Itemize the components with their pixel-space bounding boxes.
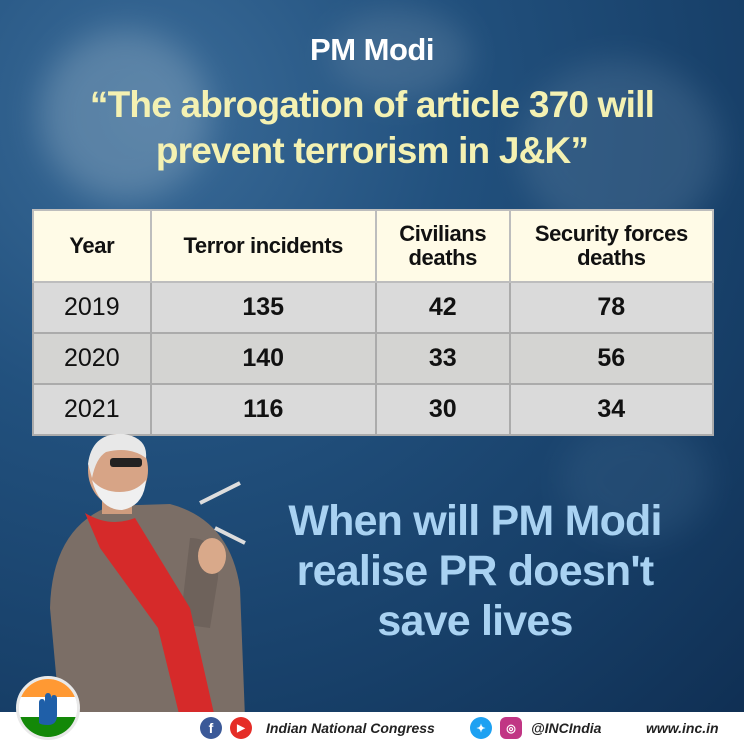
table-row: 2019 135 42 78: [32, 281, 715, 334]
cell-civilians-deaths: 33: [374, 332, 511, 385]
footer-bar: f ▶ Indian National Congress ✦ ◎ @INCInd…: [0, 712, 744, 744]
quote-line-2: prevent terrorism in J&K”: [155, 130, 589, 171]
background-figure: [560, 420, 710, 540]
call-to-action: When will PM Modi realise PR doesn't sav…: [265, 496, 685, 646]
twitter-icon: ✦: [470, 717, 492, 739]
header-terror-incidents: Terror incidents: [149, 209, 377, 283]
terror-statistics-table: Year Terror incidents Civilians deaths S…: [32, 209, 715, 436]
cta-line-1: When will PM Modi: [288, 497, 662, 545]
cell-year: 2019: [32, 281, 152, 334]
table-row: 2021 116 30 34: [32, 383, 715, 436]
cell-year: 2021: [32, 383, 152, 436]
org-name: Indian National Congress: [266, 712, 435, 744]
website-link[interactable]: www.inc.in: [646, 712, 719, 744]
facebook-icon: f: [200, 717, 222, 739]
cta-line-2: realise PR doesn't: [296, 547, 654, 595]
table-header-row: Year Terror incidents Civilians deaths S…: [32, 209, 715, 283]
website-url: www.inc.in: [646, 720, 719, 736]
cell-terror-incidents: 116: [149, 383, 377, 436]
instagram-link[interactable]: ◎: [500, 712, 522, 744]
cell-civilians-deaths: 30: [374, 383, 511, 436]
background-figure: [40, 30, 210, 200]
cell-year: 2020: [32, 332, 152, 385]
inc-logo: [16, 676, 80, 740]
youtube-icon: ▶: [230, 717, 252, 739]
cell-security-forces-deaths: 34: [508, 383, 715, 436]
header-civilians-deaths: Civilians deaths: [374, 209, 511, 283]
twitter-link[interactable]: ✦: [470, 712, 492, 744]
cta-line-3: save lives: [377, 597, 573, 645]
social-handle: @INCIndia: [531, 720, 602, 736]
org-name-text: Indian National Congress: [266, 720, 435, 736]
youtube-link[interactable]: ▶: [230, 712, 252, 744]
speaker-name: PM Modi: [310, 32, 434, 67]
quote-line-1: “The abrogation of article 370 will: [89, 84, 655, 125]
handle[interactable]: @INCIndia: [531, 712, 601, 744]
cell-terror-incidents: 140: [149, 332, 377, 385]
table-row: 2020 140 33 56: [32, 332, 715, 385]
cell-civilians-deaths: 42: [374, 281, 511, 334]
header-security-forces-deaths: Security forces deaths: [508, 209, 715, 283]
cell-security-forces-deaths: 56: [508, 332, 715, 385]
cell-security-forces-deaths: 78: [508, 281, 715, 334]
hand-symbol-icon: [19, 679, 77, 737]
person-photo: [50, 433, 246, 718]
instagram-icon: ◎: [500, 717, 522, 739]
cell-terror-incidents: 135: [149, 281, 377, 334]
background-figure: [330, 10, 470, 100]
header-year: Year: [32, 209, 152, 283]
facebook-link[interactable]: f: [200, 712, 222, 744]
quote: “The abrogation of article 370 will prev…: [0, 82, 744, 174]
